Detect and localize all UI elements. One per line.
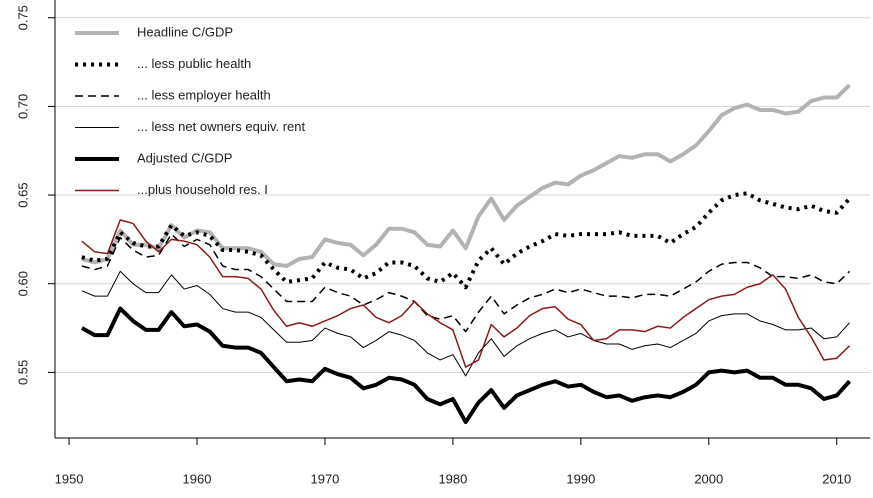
y-tick-label: 0.75 xyxy=(15,5,30,30)
y-tick-label: 0.70 xyxy=(15,94,30,119)
series-line xyxy=(81,191,852,290)
legend-label: ... less public health xyxy=(137,56,251,71)
legend-label: ... less employer health xyxy=(137,87,271,102)
x-tick-label: 1990 xyxy=(566,471,595,486)
legend-label: ... less net owners equiv. rent xyxy=(137,119,306,134)
y-tick-label: 0.65 xyxy=(15,182,30,207)
y-tick-label: 0.60 xyxy=(15,271,30,296)
x-tick-label: 1950 xyxy=(55,471,84,486)
y-tick-label: 0.55 xyxy=(15,360,30,385)
legend-label: ...plus household res. I xyxy=(137,182,268,197)
series-line xyxy=(81,270,850,377)
x-tick-label: 1960 xyxy=(183,471,212,486)
x-tick-label: 1970 xyxy=(310,471,339,486)
series-line xyxy=(81,83,851,268)
series-line xyxy=(81,219,851,368)
x-tick-label: 2010 xyxy=(822,471,851,486)
x-tick-label: 2000 xyxy=(694,471,723,486)
legend-label: Headline C/GDP xyxy=(137,24,233,39)
legend-label: Adjusted C/GDP xyxy=(137,150,232,165)
x-tick-label: 1980 xyxy=(438,471,467,486)
series-line xyxy=(81,233,851,333)
series-line xyxy=(80,306,852,425)
